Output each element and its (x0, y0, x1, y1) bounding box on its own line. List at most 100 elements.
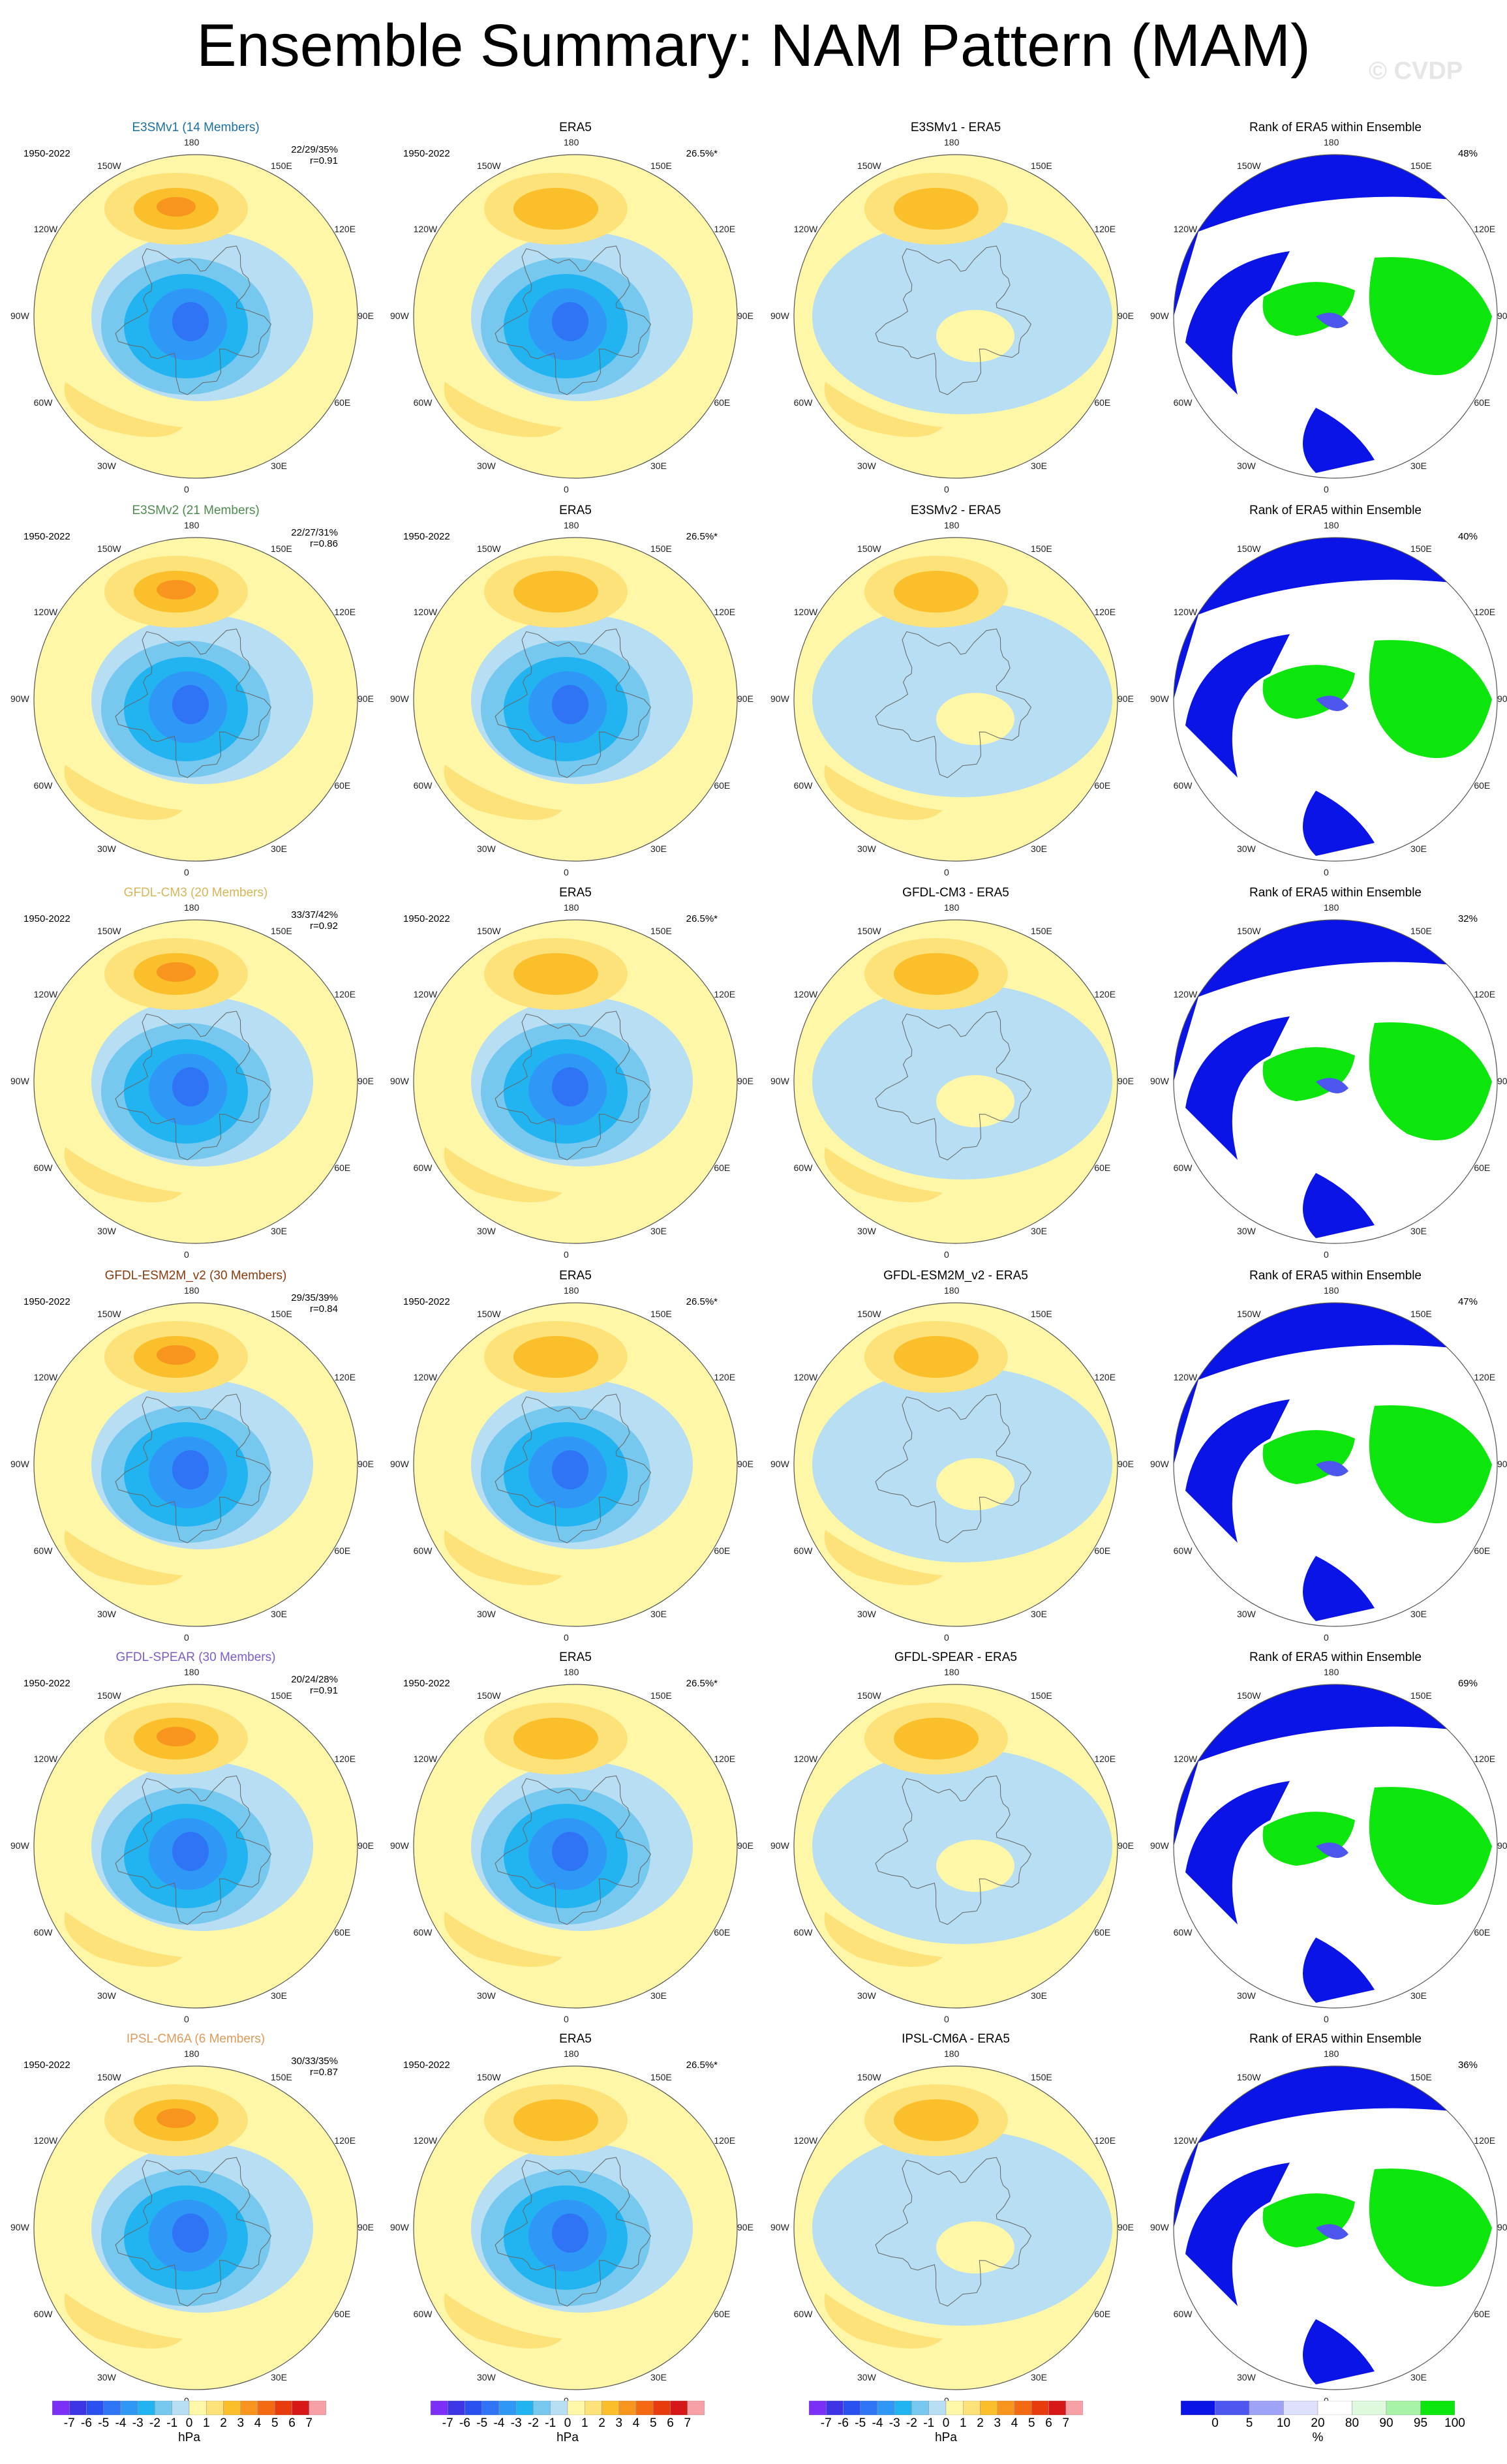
diff-polar-map (793, 2065, 1118, 2390)
colorbar-tick-label: 2 (977, 2416, 984, 2430)
rank-map-panel: Rank of ERA5 within Ensemble 36% 180 150E 12… (1150, 2032, 1507, 2406)
longitude-label: 30E (1031, 461, 1047, 472)
longitude-label: 60W (1173, 1927, 1193, 1938)
longitude-label: 60W (793, 780, 813, 791)
longitude-label: 180 (564, 1285, 579, 1296)
longitude-label: 150W (477, 160, 501, 171)
colorbar-tick-label: -6 (838, 2416, 849, 2430)
longitude-label: 90E (1497, 1840, 1507, 1851)
longitude-label: 0 (564, 867, 569, 877)
colorbar-tick-label: -7 (63, 2416, 75, 2430)
longitude-label: 60E (1474, 1163, 1491, 1173)
stats-spread: 22/27/31% (291, 527, 338, 538)
rank-percent: 40% (1457, 531, 1478, 542)
longitude-label: 90E (358, 1076, 374, 1086)
ensemble-stats: 29/35/39% r=0.84 (291, 1292, 338, 1315)
longitude-label: 90E (1118, 2222, 1134, 2232)
colorbar-tick-label: -3 (510, 2416, 522, 2430)
obs-map-panel: ERA51950-202226.5%*180150E120E90E60E30E0… (390, 2032, 754, 2406)
colorbar-tick-label: -6 (459, 2416, 470, 2430)
longitude-label: 60W (413, 2309, 433, 2319)
longitude-label: 150E (1410, 543, 1432, 554)
longitude-label: 180 (1324, 1667, 1339, 1677)
rank-polar-map (1173, 919, 1498, 1244)
longitude-label: 150E (1031, 2071, 1052, 2082)
stats-spread: 30/33/35% (291, 2056, 338, 2067)
longitude-label: 0 (564, 484, 569, 494)
longitude-label: 60E (1474, 397, 1491, 408)
longitude-label: 120W (33, 1372, 58, 1382)
longitude-label: 120W (413, 989, 438, 999)
longitude-label: 180 (1324, 2048, 1339, 2059)
longitude-label: 30W (97, 461, 116, 472)
colorbar-hpa: -7 -6 -5 -4 -3 -2 -1 0 1 2 3 4 5 6 7 hPa (808, 2400, 1084, 2446)
stats-spread: 33/37/42% (291, 909, 338, 920)
longitude-label: 90W (10, 311, 29, 321)
model-title: IPSL-CM6A (6 Members) (126, 2032, 266, 2046)
model-title: E3SMv2 (21 Members) (132, 504, 260, 517)
period-label: 1950-2022 (403, 1296, 450, 1307)
colorbar-tick-label: 3 (615, 2416, 623, 2430)
longitude-label: 150E (271, 1308, 292, 1319)
longitude-label: 150W (1237, 1308, 1261, 1319)
longitude-label: 90E (737, 1459, 754, 1469)
longitude-label: 120W (413, 607, 438, 617)
longitude-label: 30E (271, 1609, 287, 1620)
diff-map-panel: IPSL-CM6A - ERA5180150E120E90E60E30E030W… (770, 2032, 1134, 2406)
diff-map-panel: E3SMv2 - ERA5 180 150E 120E 90E 60E 30E 0 30W 60W… (770, 504, 1134, 877)
rank-polar-map (1173, 1302, 1498, 1627)
longitude-label: 150W (477, 543, 501, 554)
model-map-panel: GFDL-SPEAR (30 Members) 1950-2022 20/24/28… (10, 1650, 374, 2024)
longitude-label: 120W (413, 2135, 438, 2146)
longitude-label: 0 (944, 867, 949, 877)
longitude-label: 120E (1474, 2135, 1496, 2146)
rank-map-panel: Rank of ERA5 within Ensemble 40% 180 150E 12… (1150, 504, 1507, 877)
longitude-label: 30E (271, 2372, 287, 2383)
colorbar-hpa: -7 -6 -5 -4 -3 -2 -1 0 1 2 3 4 5 6 7 hPa (52, 2400, 327, 2446)
model-map-panel: GFDL-CM3 (20 Members) 1950-2022 33/37/42% r… (10, 886, 374, 1260)
longitude-label: 30E (650, 1226, 667, 1237)
colorbar-tick-label: -5 (855, 2416, 866, 2430)
longitude-label: 120W (413, 1372, 438, 1382)
difference-title: E3SMv1 - ERA5 (910, 121, 1001, 134)
longitude-label: 60E (1094, 1545, 1111, 1556)
colorbar-tick-label: 20 (1311, 2416, 1325, 2430)
longitude-label: 60E (1094, 1927, 1111, 1938)
colorbar-tick-label: -1 (166, 2416, 178, 2430)
longitude-label: 150E (271, 925, 292, 936)
longitude-label: 90E (1118, 1840, 1134, 1851)
longitude-label: 90W (770, 693, 789, 704)
longitude-label: 150E (1410, 160, 1432, 171)
longitude-label: 150E (1031, 543, 1052, 554)
longitude-label: 120W (793, 1372, 818, 1382)
pattern-correlation: r=0.86 (310, 538, 338, 549)
period-label: 1950-2022 (403, 2060, 450, 2071)
longitude-label: 120W (33, 607, 58, 617)
longitude-label: 60E (1474, 1545, 1491, 1556)
period-label: 1950-2022 (403, 148, 450, 159)
colorbar-tick-label: -3 (889, 2416, 900, 2430)
longitude-label: 30E (1410, 844, 1427, 855)
model-polar-map (33, 537, 358, 862)
longitude-label: 150E (1410, 925, 1432, 936)
longitude-label: 30W (857, 461, 876, 472)
longitude-label: 120W (413, 224, 438, 234)
colorbar-tick-label: 5 (1028, 2416, 1035, 2430)
longitude-label: 90W (10, 2222, 29, 2232)
longitude-label: 30W (477, 461, 496, 472)
longitude-label: 60E (714, 1163, 731, 1173)
longitude-label: 150W (857, 543, 881, 554)
colorbar-tick-label: 6 (1045, 2416, 1052, 2430)
diff-polar-map (793, 919, 1118, 1244)
longitude-label: 150W (97, 1690, 121, 1701)
longitude-label: 60E (1094, 1163, 1111, 1173)
difference-title: IPSL-CM6A - ERA5 (902, 2032, 1010, 2046)
longitude-label: 0 (184, 484, 189, 494)
longitude-label: 60E (334, 1927, 351, 1938)
longitude-label: 30E (1410, 461, 1427, 472)
obs-polar-map (413, 919, 738, 1244)
longitude-label: 60W (33, 1545, 53, 1556)
longitude-label: 120E (714, 224, 736, 234)
longitude-label: 0 (1324, 484, 1329, 494)
